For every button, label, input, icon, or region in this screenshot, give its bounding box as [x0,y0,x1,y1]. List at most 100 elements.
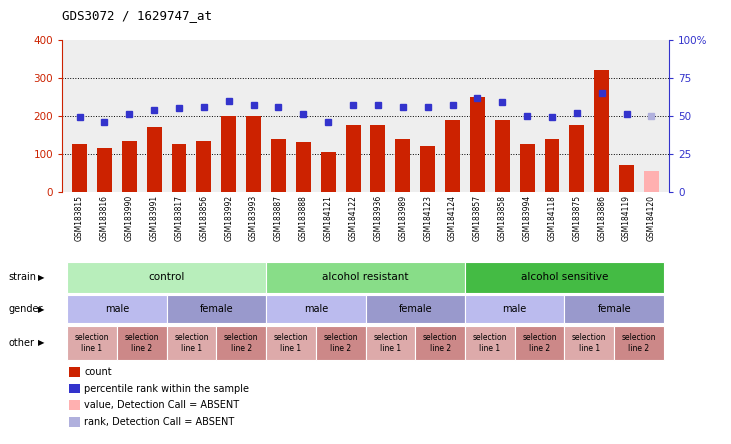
Bar [266,262,465,293]
Text: female: female [398,304,432,314]
Text: selection
line 2: selection line 2 [224,333,259,353]
Bar [117,325,167,361]
Text: GSM184118: GSM184118 [548,195,556,241]
Text: GSM183993: GSM183993 [249,195,258,242]
Text: female: female [597,304,631,314]
Text: GSM184123: GSM184123 [423,195,432,241]
Bar [614,325,664,361]
Text: selection
line 1: selection line 1 [75,333,109,353]
Text: alcohol sensitive: alcohol sensitive [520,272,608,282]
Text: GSM183815: GSM183815 [75,195,84,241]
Bar [564,295,664,323]
Bar [619,165,634,192]
Bar [316,325,366,361]
Text: GSM183991: GSM183991 [150,195,159,242]
Text: rank, Detection Call = ABSENT: rank, Detection Call = ABSENT [84,417,235,427]
Bar [644,171,659,192]
Bar [395,139,410,192]
Bar [67,325,117,361]
Bar [271,139,286,192]
Text: value, Detection Call = ABSENT: value, Detection Call = ABSENT [84,400,239,410]
Text: selection
line 2: selection line 2 [323,333,358,353]
Text: GSM183989: GSM183989 [398,195,407,242]
Bar [172,144,186,192]
Text: strain: strain [9,272,37,282]
Text: GSM183858: GSM183858 [498,195,507,241]
Bar [445,120,460,192]
Bar [465,262,664,293]
Bar [167,325,216,361]
Text: GSM183875: GSM183875 [572,195,581,242]
Text: alcohol resistant: alcohol resistant [322,272,409,282]
Text: percentile rank within the sample: percentile rank within the sample [84,384,249,393]
Bar [594,70,609,192]
Bar [470,97,485,192]
Text: selection
line 1: selection line 1 [472,333,507,353]
Bar [216,325,266,361]
Bar [167,295,266,323]
Text: GSM184119: GSM184119 [622,195,631,241]
Text: GSM183856: GSM183856 [200,195,208,242]
Bar [366,325,415,361]
Text: GSM183816: GSM183816 [100,195,109,241]
Bar [515,325,564,361]
Text: ▶: ▶ [39,273,45,282]
Bar [266,325,316,361]
Bar [246,116,261,192]
Text: GSM183886: GSM183886 [597,195,606,241]
Bar [67,295,167,323]
Text: selection
line 2: selection line 2 [523,333,557,353]
Text: male: male [303,304,328,314]
Text: GSM183817: GSM183817 [175,195,183,241]
Text: GSM183936: GSM183936 [374,195,382,242]
Text: selection
line 1: selection line 1 [174,333,208,353]
Bar [321,152,336,192]
Text: female: female [200,304,233,314]
Text: GSM183990: GSM183990 [125,195,134,242]
Text: selection
line 1: selection line 1 [572,333,607,353]
Bar [569,125,584,192]
Bar [545,139,559,192]
Text: gender: gender [9,304,43,314]
Bar [371,125,385,192]
Bar [67,262,266,293]
Text: GDS3072 / 1629747_at: GDS3072 / 1629747_at [62,9,212,22]
Bar [465,325,515,361]
Text: selection
line 2: selection line 2 [423,333,458,353]
Bar [420,146,435,192]
Bar [366,295,465,323]
Text: male: male [105,304,129,314]
Text: ▶: ▶ [39,338,45,348]
Text: selection
line 2: selection line 2 [622,333,656,353]
Bar [97,148,112,192]
Text: control: control [148,272,185,282]
Bar [415,325,465,361]
Text: ▶: ▶ [39,305,45,313]
Text: GSM183994: GSM183994 [523,195,531,242]
Bar [221,116,236,192]
Bar [465,295,564,323]
Text: selection
line 1: selection line 1 [273,333,308,353]
Bar [520,144,534,192]
Bar [495,120,510,192]
Bar [122,141,137,192]
Text: GSM184124: GSM184124 [448,195,457,241]
Bar [147,127,162,192]
Text: other: other [9,338,35,348]
Bar [346,125,360,192]
Text: selection
line 1: selection line 1 [373,333,408,353]
Text: GSM184122: GSM184122 [349,195,357,241]
Text: count: count [84,367,112,377]
Text: GSM184121: GSM184121 [324,195,333,241]
Text: GSM183888: GSM183888 [299,195,308,241]
Text: GSM183992: GSM183992 [224,195,233,242]
Bar [564,325,614,361]
Bar [197,141,211,192]
Text: male: male [503,304,527,314]
Text: GSM183887: GSM183887 [274,195,283,241]
Text: GSM184120: GSM184120 [647,195,656,241]
Text: GSM183857: GSM183857 [473,195,482,242]
Bar [72,144,87,192]
Text: selection
line 2: selection line 2 [124,333,159,353]
Bar [296,143,311,192]
